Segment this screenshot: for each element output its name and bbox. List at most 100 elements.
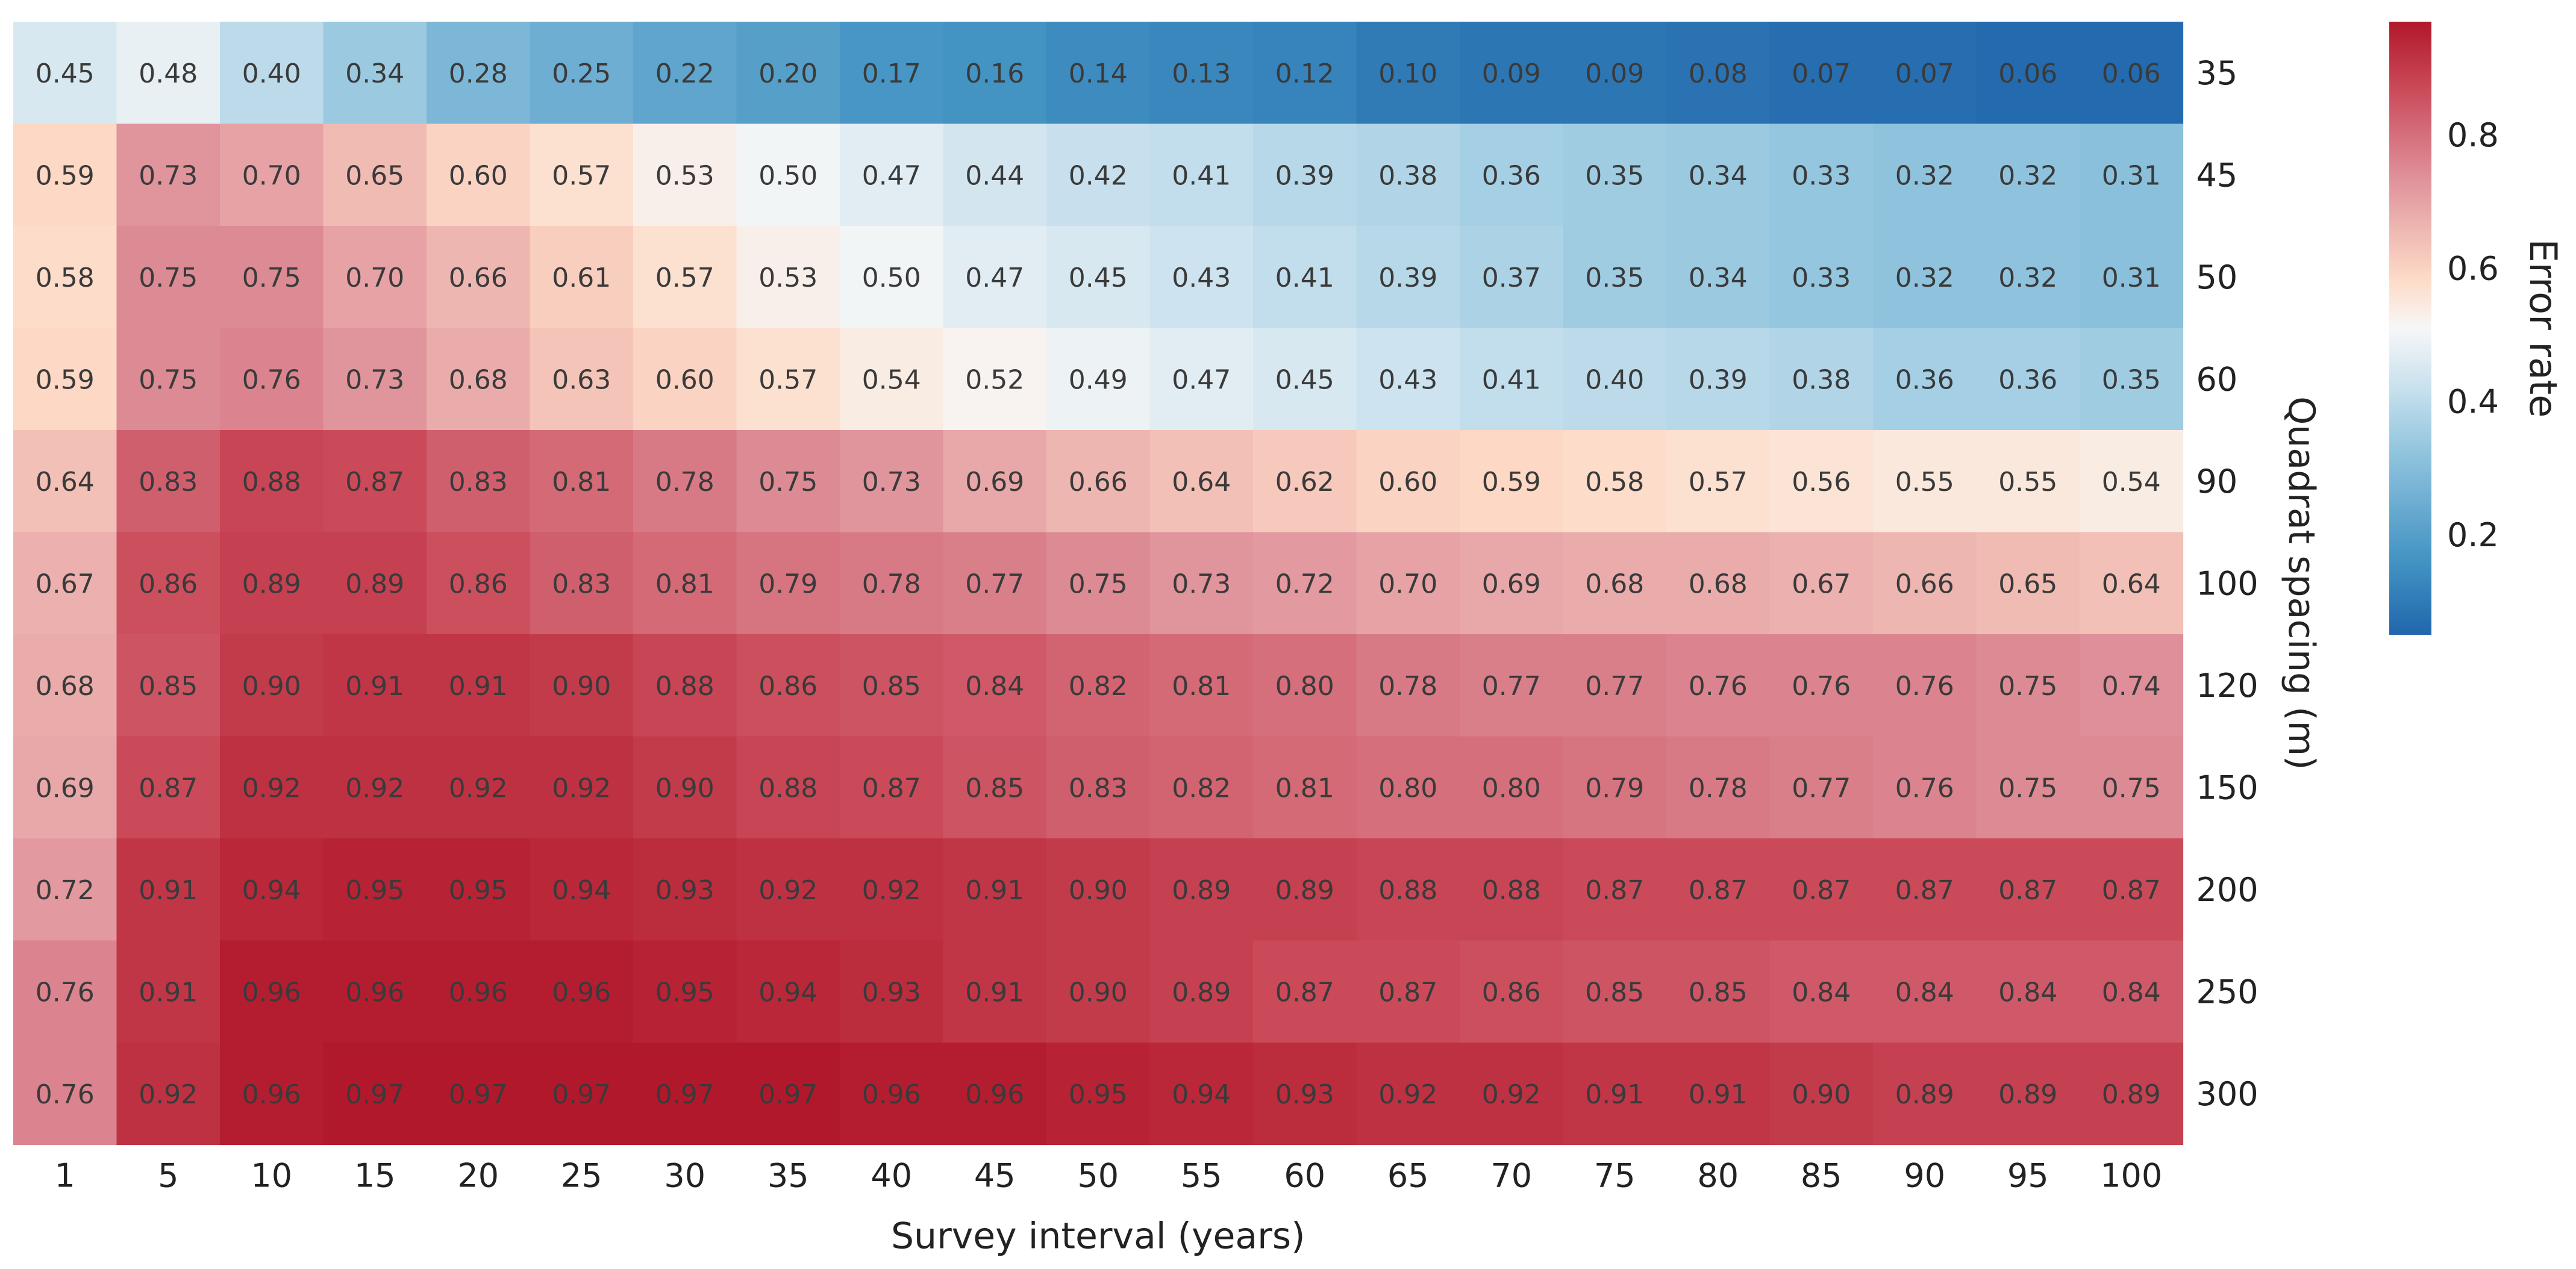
cell-value-label: 0.92 xyxy=(242,773,301,803)
heatmap-cell xyxy=(1873,940,1977,1043)
cell-value-label: 0.91 xyxy=(1585,1079,1644,1110)
heatmap-cell xyxy=(427,736,531,839)
cell-value-label: 0.94 xyxy=(758,977,818,1008)
heatmap-cell xyxy=(220,1043,324,1146)
heatmap-cell xyxy=(840,328,944,431)
cell-value-label: 0.76 xyxy=(242,364,301,395)
cell-value-label: 0.88 xyxy=(758,773,818,803)
heatmap-cell xyxy=(13,226,117,329)
cell-value-label: 0.50 xyxy=(862,263,921,293)
cell-value-label: 0.90 xyxy=(1069,977,1128,1008)
heatmap-cell xyxy=(220,736,324,839)
heatmap-cell xyxy=(323,328,427,431)
cell-value-label: 0.35 xyxy=(1585,263,1644,293)
cell-value-label: 0.92 xyxy=(139,1079,198,1110)
heatmap-cell xyxy=(1356,226,1460,329)
heatmap-cell xyxy=(736,226,840,329)
heatmap-cell xyxy=(840,123,944,226)
cell-value-label: 0.87 xyxy=(2102,875,2161,906)
cell-value-label: 0.07 xyxy=(1895,58,1954,89)
cell-value-label: 0.88 xyxy=(1378,875,1437,906)
heatmap-cell xyxy=(943,736,1047,839)
heatmap-cell xyxy=(1769,328,1874,431)
heatmap-cell xyxy=(1253,123,1357,226)
cell-value-label: 0.64 xyxy=(2102,569,2161,599)
heatmap-cell xyxy=(1563,736,1667,839)
cell-value-label: 0.53 xyxy=(758,263,818,293)
cell-value-label: 0.73 xyxy=(139,160,198,191)
cell-value-label: 0.94 xyxy=(1172,1079,1231,1110)
heatmap-cell xyxy=(1460,123,1564,226)
cell-value-label: 0.08 xyxy=(1689,58,1748,89)
x-tick-label: 5 xyxy=(158,1157,178,1195)
cell-value-label: 0.43 xyxy=(1172,263,1231,293)
heatmap-cell xyxy=(736,532,840,635)
cell-value-label: 0.45 xyxy=(1069,263,1128,293)
cell-value-label: 0.33 xyxy=(1792,263,1851,293)
cell-value-label: 0.75 xyxy=(242,263,301,293)
heatmap-cell xyxy=(1666,736,1771,839)
heatmap-cell xyxy=(1253,226,1357,329)
cell-value-label: 0.09 xyxy=(1585,58,1644,89)
heatmap-cell xyxy=(633,838,737,941)
cell-value-label: 0.87 xyxy=(1998,875,2057,906)
cell-value-label: 0.72 xyxy=(36,875,95,906)
heatmap-cell xyxy=(323,736,427,839)
heatmap-cell xyxy=(427,532,531,635)
cell-value-label: 0.68 xyxy=(1585,569,1644,599)
cell-value-label: 0.43 xyxy=(1378,364,1437,395)
heatmap-cell xyxy=(840,838,944,941)
cell-value-label: 0.64 xyxy=(36,467,95,497)
cell-value-label: 0.87 xyxy=(1689,875,1748,906)
cell-value-label: 0.76 xyxy=(1895,773,1954,803)
heatmap-cell xyxy=(220,430,324,533)
heatmap-cell xyxy=(1149,328,1254,431)
heatmap-cell xyxy=(736,940,840,1043)
cell-value-label: 0.89 xyxy=(1998,1079,2057,1110)
cell-value-label: 0.85 xyxy=(862,671,921,702)
cell-value-label: 0.91 xyxy=(139,875,198,906)
x-tick-label: 50 xyxy=(1077,1157,1119,1195)
cell-value-label: 0.54 xyxy=(2102,467,2161,497)
x-tick-label: 35 xyxy=(767,1157,809,1195)
heatmap-cell xyxy=(2080,430,2184,533)
heatmap-cell xyxy=(13,430,117,533)
cell-value-label: 0.72 xyxy=(1275,569,1334,599)
heatmap-cell xyxy=(1769,838,1874,941)
heatmap-cell xyxy=(1149,634,1254,737)
cell-value-label: 0.32 xyxy=(1895,160,1954,191)
cell-value-label: 0.96 xyxy=(862,1079,921,1110)
heatmap-cell xyxy=(1769,430,1874,533)
heatmap-cell xyxy=(943,532,1047,635)
colorbar-gradient xyxy=(2389,22,2431,635)
heatmap-cell xyxy=(1460,736,1564,839)
heatmap-cell xyxy=(1149,532,1254,635)
cell-value-label: 0.85 xyxy=(1585,977,1644,1008)
cell-value-label: 0.58 xyxy=(36,263,95,293)
cell-value-label: 0.88 xyxy=(655,671,714,702)
cell-value-label: 0.84 xyxy=(965,671,1024,702)
heatmap-cell xyxy=(1563,940,1667,1043)
heatmap-cell xyxy=(1253,838,1357,941)
heatmap-cell xyxy=(220,123,324,226)
heatmap-cell xyxy=(2080,940,2184,1043)
heatmap-cell xyxy=(633,1043,737,1146)
heatmap-cell xyxy=(13,838,117,941)
heatmap-cell xyxy=(1666,940,1771,1043)
heatmap-cell xyxy=(1149,123,1254,226)
cell-value-label: 0.34 xyxy=(1689,263,1748,293)
heatmap-cell xyxy=(943,940,1047,1043)
heatmap-cell xyxy=(1769,22,1874,125)
cell-value-label: 0.97 xyxy=(552,1079,611,1110)
cell-value-label: 0.91 xyxy=(139,977,198,1008)
cell-value-label: 0.55 xyxy=(1998,467,2057,497)
heatmap-cell xyxy=(116,736,220,839)
cell-value-label: 0.87 xyxy=(139,773,198,803)
heatmap-cell xyxy=(633,123,737,226)
cell-value-label: 0.96 xyxy=(242,977,301,1008)
cell-value-label: 0.38 xyxy=(1378,160,1437,191)
heatmap-cell xyxy=(1563,328,1667,431)
cell-value-label: 0.59 xyxy=(1482,467,1541,497)
cell-value-label: 0.90 xyxy=(242,671,301,702)
cell-value-label: 0.33 xyxy=(1792,160,1851,191)
